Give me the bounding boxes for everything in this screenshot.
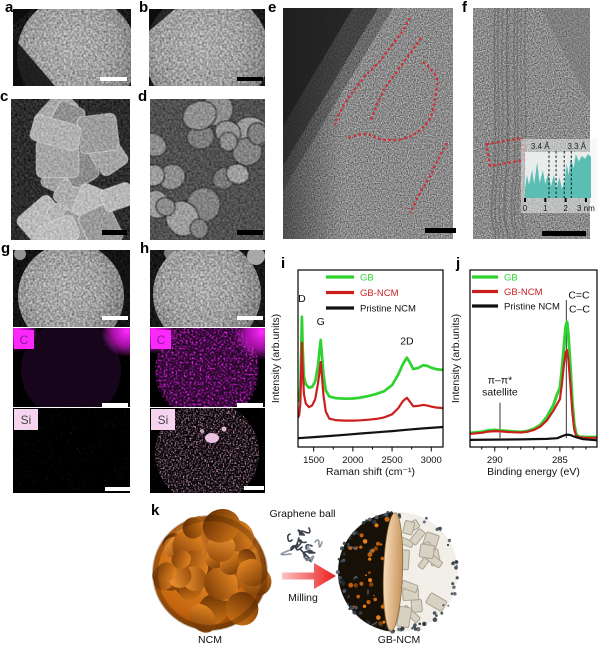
sem-image-c [11,99,130,240]
annotation-text: C–C [569,303,590,315]
milling-label: Milling [288,592,318,604]
eds-label-carbon-h: C [151,330,171,349]
legend-label: Pristine NCM [504,302,560,313]
inset-tick-label: 2 [563,204,568,213]
x-tick-label: 290 [487,455,503,466]
panel-label-h: h [140,240,150,257]
scale-bar-h-si [244,486,264,490]
inset-tick-label: 0 [523,204,528,213]
scale-bar-a [100,77,127,81]
panel-label-b: b [139,0,149,16]
x-tick-label: 285 [552,455,568,466]
plot-frame [297,269,444,448]
milling-arrow [282,563,336,589]
y-axis-label: Intensity (arb.units) [270,314,282,403]
annotation-text: 2D [400,335,414,347]
series-GB [298,315,443,403]
x-axis-label: Binding energy (eV) [487,466,580,478]
graphene-layer-marking [369,37,422,121]
x-tick-label: 3000 [421,455,442,466]
annotation-text: C=C [568,289,590,301]
annotation-text: D [298,293,306,305]
panel-label-j: j [456,255,461,272]
panel-label-a: a [5,0,14,16]
raman-svg: 1500 2000 2500 3000 Raman shift (cm⁻¹) Intens… [270,269,444,478]
sem-image-g [13,250,130,327]
scale-bar-g-si [105,487,131,491]
graphene-layer-marking [346,61,439,142]
panel-label-f: f [462,0,467,16]
raman-chart: 1500 2000 2500 3000 Raman shift (cm⁻¹) Intens… [268,260,456,480]
si-rich-spot [205,433,219,443]
sem-image-h [150,250,265,327]
intensity-profile [525,154,591,198]
spacing-label: 3.3 Å [567,142,586,151]
legend-label: GB-NCM [360,288,399,299]
legend-label: GB [504,273,518,284]
scale-bar-b [237,77,263,81]
scale-bar-h-sem [237,316,263,320]
annotation-text: G [317,316,325,328]
panel-label-c: c [0,88,9,105]
ncm-sphere [152,509,272,633]
scale-bar-f [542,231,586,236]
graphene-ball-icon [280,527,323,563]
lattice-profile-inset: 3.4 Å 3.3 Å 0 1 2 3 nm [521,139,597,213]
graphene-layer-marking [409,142,448,214]
graphene-layer-marking [333,17,411,126]
scale-bar-d [237,230,263,235]
cross-section-lens [382,512,404,632]
legend-label: Pristine NCM [360,304,416,315]
x-axis-label: Raman shift (cm⁻¹) [326,466,415,478]
scale-bar-e [425,228,456,233]
panel-label-d: d [138,88,148,105]
annotation-text: π–π* [488,374,512,386]
eds-label-silicon-h: Si [151,409,175,430]
series-GB-NCM [470,348,597,439]
xps-chart: 290 285 Binding energy (eV) Intensity (arb.… [448,260,600,480]
panel-label-k: k [151,502,160,519]
panel-label-g: g [1,240,11,257]
scale-bar-h-c [237,403,263,407]
legend-label: GB-NCM [504,287,543,298]
scale-bar-g-sem [102,316,128,320]
inset-tick-label: 1 [543,204,548,213]
eds-silicon-map-g [13,408,130,493]
inset-svg: 3.4 Å 3.3 Å 0 1 2 3 nm [521,139,597,213]
sem-image-b [149,9,265,86]
legend-label: GB [360,273,374,284]
eds-label-silicon-g: Si [14,409,38,430]
x-tick-label: 2000 [342,455,363,466]
series-Pristine NCM [298,425,443,440]
eds-label-carbon-g: C [14,330,34,349]
sem-image-d [150,99,265,240]
spacing-label: 3.4 Å [531,142,550,151]
tem-image-e [283,8,453,239]
panel-label-i: i [281,255,286,272]
series-GB-NCM [298,341,443,422]
graphene-ball-label: Graphene ball [269,508,336,520]
x-tick-label: 1500 [303,455,324,466]
scale-bar-g-c [102,403,128,407]
inset-tick-label: 3 nm [577,204,595,213]
milling-schematic [152,509,459,634]
y-axis-label: Intensity (arb.units) [450,314,462,403]
annotation-text: satellite [482,387,518,399]
sem-image-a [13,9,131,86]
scale-bar-c [102,230,127,235]
series-Pristine NCM [470,433,597,442]
ncm-label: NCM [198,634,222,646]
panel-label-e: e [268,0,277,16]
gb-ncm-label: GB-NCM [377,634,421,646]
x-tick-label: 2500 [381,455,402,466]
gb-ncm-sphere [335,511,459,634]
